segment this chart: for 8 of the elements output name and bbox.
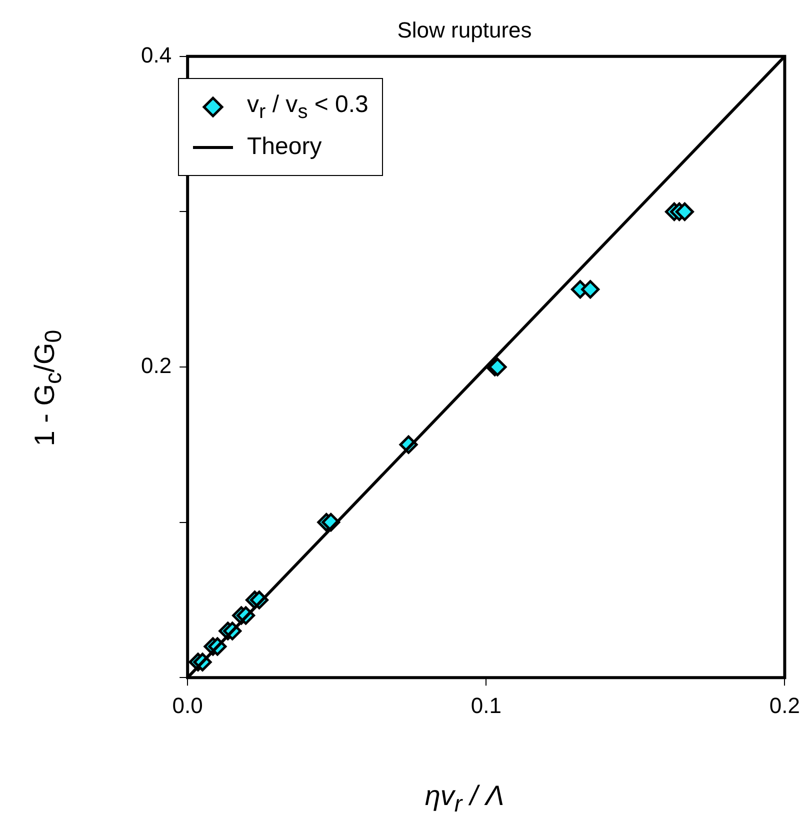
chart-title: Slow ruptures (397, 17, 532, 42)
legend-label: v$_{r}$ / v$_{s}$ < 0.3 (247, 90, 368, 124)
y-tick-label: 0.4 (140, 42, 172, 68)
x-tick-label: 0.2 (769, 692, 800, 718)
x-tick-label: 0.1 (470, 692, 502, 718)
legend-label: Theory (247, 133, 322, 161)
x-axis-title: ηv$_{r}$ / Λ (424, 780, 506, 818)
x-tick-label: 0.0 (172, 692, 203, 718)
